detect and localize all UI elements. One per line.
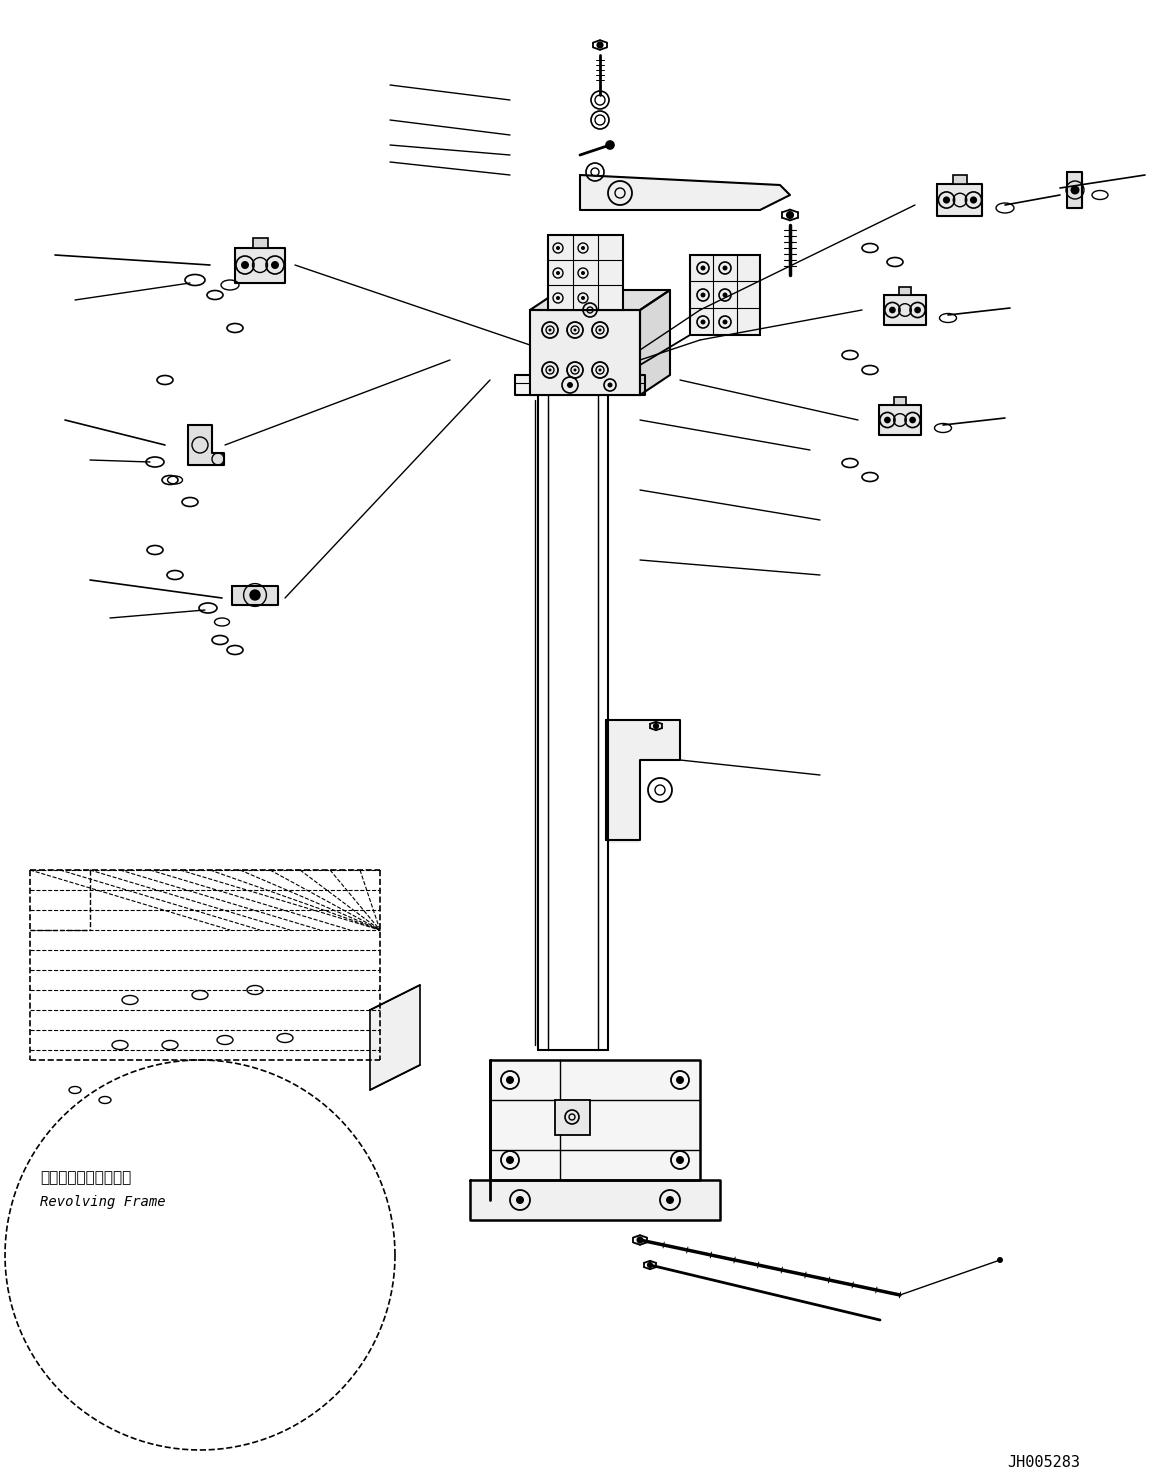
Circle shape [556,270,561,275]
Circle shape [582,245,585,250]
Circle shape [722,293,728,297]
Circle shape [914,306,921,313]
Text: レボルビングフレーム: レボルビングフレーム [40,1171,131,1185]
Circle shape [271,262,279,269]
Circle shape [652,723,659,729]
Circle shape [700,266,706,270]
Polygon shape [937,185,983,216]
Circle shape [573,328,577,331]
Circle shape [549,328,551,331]
Circle shape [556,296,561,300]
Polygon shape [370,984,420,1089]
Circle shape [516,1196,525,1205]
Polygon shape [235,247,285,282]
Circle shape [666,1196,675,1205]
Circle shape [647,1262,654,1268]
Circle shape [599,328,601,331]
Bar [690,256,759,336]
Circle shape [700,293,706,297]
Polygon shape [640,290,670,395]
Polygon shape [1068,171,1083,208]
Bar [899,287,912,296]
Circle shape [607,383,613,387]
Polygon shape [490,1060,700,1179]
Circle shape [606,140,614,149]
Circle shape [249,590,261,600]
Circle shape [889,306,896,313]
Text: Revolving Frame: Revolving Frame [40,1196,165,1209]
Bar [555,1100,590,1135]
Circle shape [599,368,601,371]
Circle shape [582,270,585,275]
Circle shape [909,417,916,423]
Polygon shape [515,375,645,395]
Bar [954,176,966,185]
Circle shape [676,1156,684,1165]
Bar [530,310,640,395]
Polygon shape [580,174,790,210]
Circle shape [636,1237,643,1243]
Circle shape [556,245,561,250]
Circle shape [970,197,977,204]
Polygon shape [470,1179,720,1219]
Polygon shape [530,290,670,310]
Bar [548,235,623,310]
Circle shape [722,319,728,325]
Polygon shape [188,426,224,466]
Polygon shape [233,585,278,605]
Circle shape [1070,186,1079,195]
Circle shape [568,381,573,389]
Polygon shape [884,296,926,325]
Circle shape [722,266,728,270]
Circle shape [786,211,794,219]
Circle shape [700,319,706,325]
Circle shape [506,1156,514,1165]
Bar [252,238,267,247]
Polygon shape [608,720,678,842]
Circle shape [597,41,604,49]
Bar [893,398,906,405]
Circle shape [573,368,577,371]
Circle shape [676,1076,684,1083]
Circle shape [549,368,551,371]
Circle shape [997,1256,1003,1264]
Circle shape [241,262,249,269]
Circle shape [582,296,585,300]
Circle shape [506,1076,514,1083]
Polygon shape [879,405,921,435]
Circle shape [884,417,891,423]
Circle shape [943,197,950,204]
Text: JH005283: JH005283 [1007,1454,1080,1471]
